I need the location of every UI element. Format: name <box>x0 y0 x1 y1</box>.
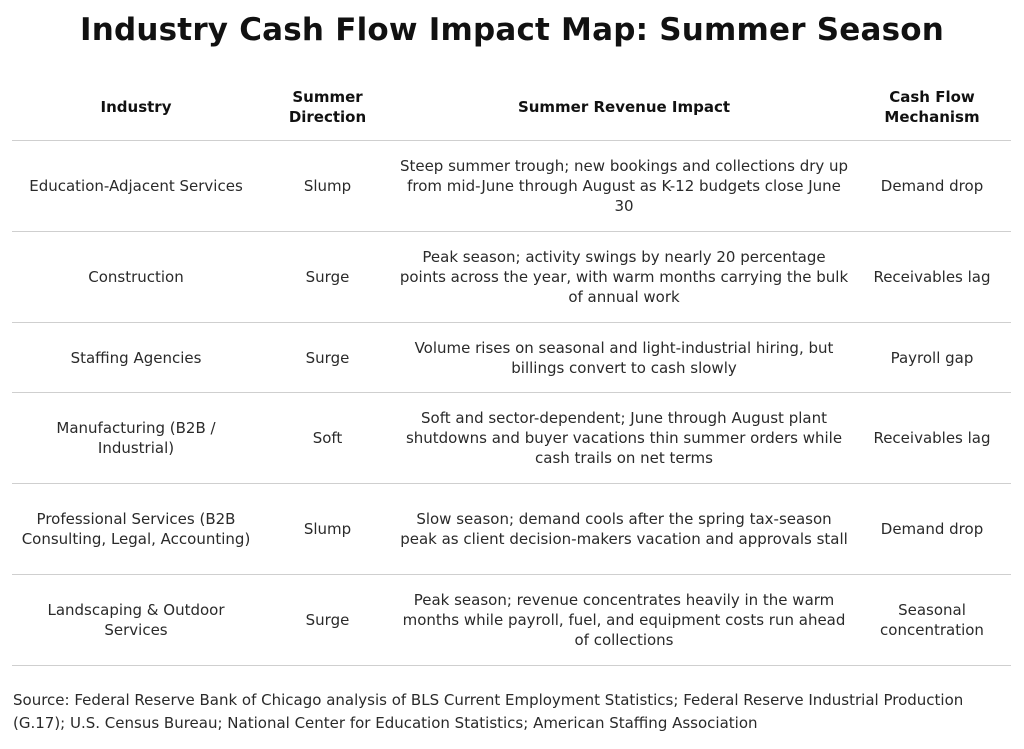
industry-cell: Manufacturing (B2B / Industrial) <box>12 392 260 484</box>
table-row: Education-Adjacent Services Slump Steep … <box>12 140 1011 232</box>
mechanism-cell: Seasonal concentration <box>853 574 1011 666</box>
table-header-row: Industry Summer Direction Summer Revenue… <box>12 74 1011 141</box>
industry-cell: Construction <box>12 231 260 323</box>
impact-cell: Soft and sector-dependent; June through … <box>395 392 853 484</box>
mechanism-cell: Demand drop <box>853 483 1011 575</box>
direction-cell: Surge <box>260 231 395 323</box>
impact-cell: Steep summer trough; new bookings and co… <box>395 140 853 232</box>
mechanism-cell: Receivables lag <box>853 392 1011 484</box>
industry-cell: Landscaping & Outdoor Services <box>12 574 260 666</box>
direction-cell: Surge <box>260 322 395 393</box>
source-note: Source: Federal Reserve Bank of Chicago … <box>13 691 964 732</box>
impact-cell: Peak season; activity swings by nearly 2… <box>395 231 853 323</box>
mechanism-cell: Demand drop <box>853 140 1011 232</box>
impact-table: Industry Summer Direction Summer Revenue… <box>12 74 1011 666</box>
direction-cell: Slump <box>260 140 395 232</box>
industry-cell: Professional Services (B2B Consulting, L… <box>12 483 260 575</box>
mechanism-cell: Payroll gap <box>853 322 1011 393</box>
column-header-mechanism: Cash Flow Mechanism <box>853 74 1011 141</box>
industry-cell: Staffing Agencies <box>12 322 260 393</box>
industry-cell: Education-Adjacent Services <box>12 140 260 232</box>
direction-cell: Slump <box>260 483 395 575</box>
column-header-industry: Industry <box>12 74 260 141</box>
table-row: Construction Surge Peak season; activity… <box>12 231 1011 323</box>
impact-cell: Slow season; demand cools after the spri… <box>395 483 853 575</box>
table-row: Professional Services (B2B Consulting, L… <box>12 483 1011 575</box>
page-title: Industry Cash Flow Impact Map: Summer Se… <box>79 12 944 48</box>
column-header-impact: Summer Revenue Impact <box>395 74 853 141</box>
impact-cell: Volume rises on seasonal and light-indus… <box>395 322 853 393</box>
column-header-direction: Summer Direction <box>260 74 395 141</box>
direction-cell: Surge <box>260 574 395 666</box>
direction-cell: Soft <box>260 392 395 484</box>
table-row: Landscaping & Outdoor Services Surge Pea… <box>12 574 1011 666</box>
impact-cell: Peak season; revenue concentrates heavil… <box>395 574 853 666</box>
table-row: Manufacturing (B2B / Industrial) Soft So… <box>12 392 1011 484</box>
table-row: Staffing Agencies Surge Volume rises on … <box>12 322 1011 393</box>
mechanism-cell: Receivables lag <box>853 231 1011 323</box>
